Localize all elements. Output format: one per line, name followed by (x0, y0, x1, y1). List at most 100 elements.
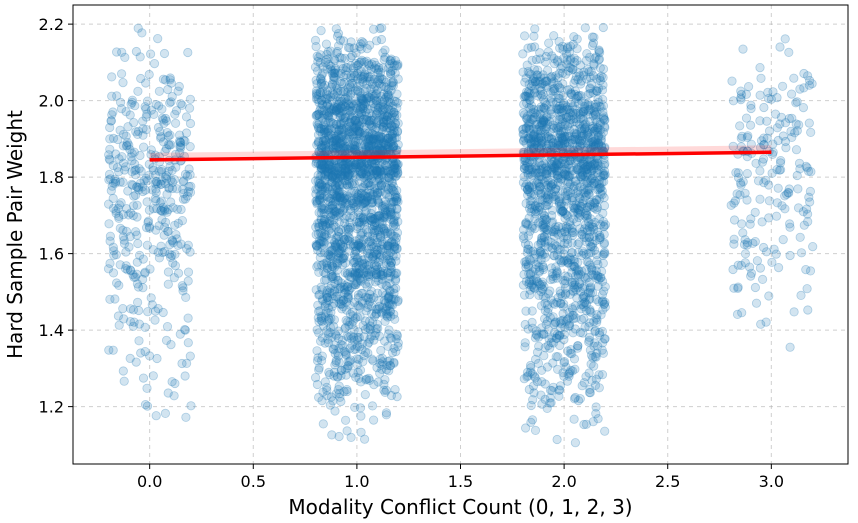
scatter-point-group-0 (133, 86, 143, 96)
scatter-point-group-1 (369, 242, 379, 252)
scatter-point-group-0 (115, 125, 125, 135)
scatter-point-group-1 (364, 237, 374, 247)
scatter-point-group-0 (151, 100, 161, 110)
scatter-point-group-1 (386, 333, 396, 343)
scatter-point-group-2 (552, 434, 562, 445)
scatter-point-group-1 (333, 253, 343, 264)
scatter-point-group-1 (352, 145, 362, 155)
scatter-point-group-1 (360, 198, 370, 208)
scatter-point-group-1 (377, 145, 387, 156)
scatter-point-group-1 (391, 268, 401, 279)
scatter-point-group-1 (382, 281, 392, 291)
scatter-point-group-3 (755, 166, 765, 176)
scatter-point-group-1 (330, 163, 340, 173)
scatter-point-group-1 (348, 140, 358, 150)
scatter-point-group-1 (348, 168, 358, 178)
scatter-point-group-3 (757, 217, 767, 227)
scatter-point-group-0 (186, 181, 196, 191)
scatter-point-group-3 (740, 258, 750, 268)
scatter-point-group-1 (314, 289, 325, 300)
scatter-point-group-1 (319, 134, 329, 144)
scatter-point-group-0 (181, 112, 192, 122)
scatter-point-group-2 (579, 124, 590, 134)
scatter-point-group-1 (316, 180, 327, 190)
scatter-point-group-0 (136, 348, 146, 358)
scatter-point-group-0 (178, 184, 188, 194)
scatter-point-group-1 (330, 360, 340, 370)
scatter-point-group-1 (312, 262, 322, 272)
scatter-point-group-0 (114, 154, 124, 164)
scatter-point-group-1 (341, 315, 351, 325)
scatter-point-group-2 (599, 113, 609, 123)
scatter-point-group-0 (185, 103, 195, 113)
scatter-point-group-1 (365, 297, 375, 307)
scatter-point-group-3 (808, 242, 818, 252)
scatter-point-group-1 (312, 195, 322, 205)
scatter-point-group-1 (383, 141, 393, 152)
scatter-point-group-1 (324, 249, 334, 260)
scatter-point-group-1 (386, 112, 396, 123)
scatter-point-group-0 (185, 351, 195, 361)
scatter-point-group-1 (357, 258, 368, 268)
scatter-point-group-1 (391, 196, 401, 206)
scatter-point-group-1 (389, 141, 399, 151)
scatter-point-group-1 (340, 101, 351, 112)
scatter-point-group-0 (183, 276, 193, 286)
scatter-point-group-1 (339, 127, 349, 137)
scatter-point-group-1 (383, 241, 393, 251)
scatter-point-group-1 (346, 355, 356, 365)
scatter-point-group-0 (170, 109, 180, 119)
scatter-point-group-1 (336, 296, 346, 306)
scatter-point-group-3 (795, 232, 805, 242)
scatter-point-group-0 (166, 140, 176, 150)
scatter-point-group-0 (156, 179, 166, 189)
scatter-point-group-1 (338, 106, 348, 117)
scatter-point-group-0 (178, 283, 188, 293)
scatter-point-group-2 (540, 125, 550, 135)
scatter-point-group-0 (115, 260, 125, 270)
scatter-point-group-1 (328, 166, 338, 176)
scatter-point-group-1 (322, 382, 332, 392)
scatter-point-group-1 (384, 255, 394, 265)
scatter-point-group-0 (108, 133, 119, 143)
scatter-point-group-2 (537, 279, 547, 289)
scatter-point-group-1 (371, 267, 381, 278)
scatter-point-group-1 (360, 279, 371, 289)
scatter-point-group-0 (140, 399, 151, 410)
scatter-point-group-0 (160, 408, 170, 418)
scatter-point-group-3 (759, 178, 769, 188)
scatter-point-group-0 (142, 223, 152, 233)
scatter-point-group-2 (585, 293, 595, 304)
scatter-point-group-1 (331, 181, 341, 191)
scatter-point-group-0 (131, 357, 141, 367)
scatter-point-group-0 (173, 268, 184, 278)
scatter-point-group-0 (121, 162, 131, 172)
scatter-point-group-1 (363, 348, 373, 358)
scatter-point-group-1 (356, 238, 366, 248)
scatter-point-group-1 (314, 208, 324, 218)
scatter-point-group-0 (118, 78, 128, 88)
scatter-point-group-1 (336, 248, 346, 258)
scatter-point-group-1 (374, 331, 385, 341)
scatter-point-group-0 (137, 28, 147, 38)
scatter-point-group-1 (335, 187, 345, 197)
scatter-point-group-1 (359, 215, 369, 225)
scatter-point-group-1 (316, 311, 326, 321)
scatter-point-group-1 (319, 259, 329, 269)
scatter-point-group-1 (356, 276, 366, 286)
scatter-point-group-2 (589, 198, 600, 209)
scatter-point-group-1 (312, 379, 322, 390)
scatter-point-group-1 (321, 55, 331, 65)
scatter-point-group-1 (332, 372, 342, 382)
scatter-point-group-1 (391, 334, 401, 344)
scatter-point-group-1 (328, 143, 338, 153)
scatter-point-group-1 (352, 60, 362, 71)
scatter-point-group-1 (368, 98, 378, 109)
scatter-point-group-1 (320, 338, 330, 348)
scatter-point-group-0 (152, 176, 162, 187)
scatter-point-group-1 (366, 237, 376, 247)
scatter-point-group-1 (371, 218, 381, 228)
scatter-point-group-3 (750, 207, 760, 217)
scatter-point-group-2 (545, 312, 555, 323)
scatter-point-group-0 (161, 179, 171, 189)
